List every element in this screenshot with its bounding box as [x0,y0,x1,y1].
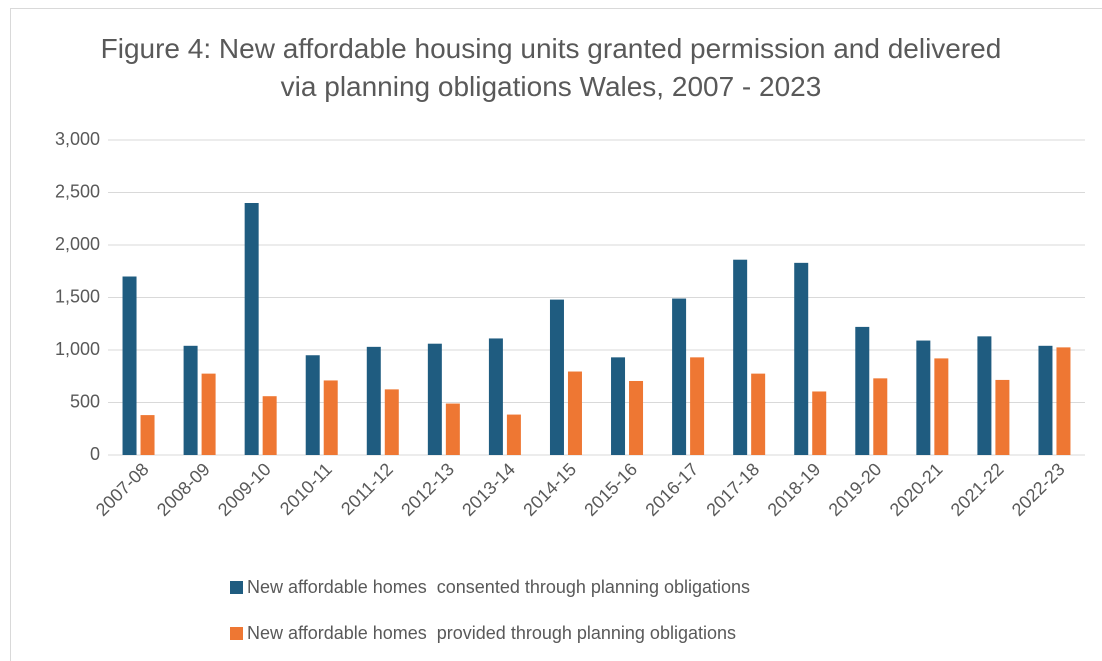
x-tick-label: 2016-17 [641,459,702,520]
bar [812,391,827,455]
chart-title: Figure 4: New affordable housing units g… [100,33,1002,102]
bar [366,346,381,455]
bar [262,396,277,455]
x-tick-label: 2022-23 [1008,459,1069,520]
bar [977,336,992,455]
x-tick-label: 2021-22 [947,459,1008,520]
x-tick-label: 2014-15 [519,459,580,520]
x-tick-label: 2009-10 [214,459,275,520]
legend-label: New affordable homes consented through p… [247,577,750,597]
bar [183,345,198,455]
legend-swatch [230,627,243,640]
bar [855,326,870,455]
x-tick-label: 2015-16 [580,459,641,520]
bar [140,415,155,455]
chart-border [10,8,1102,661]
legend-swatch [230,581,243,594]
x-tick-label: 2010-11 [276,459,336,519]
x-tick-label: 2017-18 [702,459,763,520]
bar [384,389,399,455]
y-tick-label: 2,500 [55,181,100,201]
x-tick-label: 2019-20 [825,459,886,520]
bar [873,378,888,455]
bar [122,276,137,455]
bar [244,203,259,455]
bar [629,380,644,455]
bar [995,379,1010,455]
y-tick-label: 1,000 [55,339,100,359]
x-tick-label: 2011-12 [337,459,397,519]
x-tick-label: 2008-09 [153,459,214,520]
bar [201,373,216,455]
bar [427,343,442,455]
bar [1038,345,1053,455]
bar [611,357,626,455]
x-tick-label: 2020-21 [886,459,947,520]
bar [690,357,705,455]
bar [916,340,931,455]
bar [934,358,949,455]
bar [445,403,460,455]
bar [323,380,338,455]
y-tick-label: 0 [90,444,100,464]
y-tick-label: 1,500 [55,286,100,306]
bar [567,371,582,455]
bar [733,259,748,455]
x-tick-label: 2012-13 [397,459,458,520]
bar [506,414,521,455]
y-tick-label: 2,000 [55,234,100,254]
x-tick-label: 2018-19 [764,459,825,520]
legend-label: New affordable homes provided through pl… [247,623,736,643]
bar [549,299,564,455]
y-tick-label: 500 [70,391,100,411]
y-tick-label: 3,000 [55,129,100,149]
x-tick-label: 2013-14 [458,459,519,520]
bar [794,262,809,455]
bar [672,298,687,455]
x-tick-label: 2007-08 [92,459,153,520]
bar [751,373,766,455]
bar [1056,347,1071,455]
bar [305,355,320,455]
bar [488,338,503,455]
